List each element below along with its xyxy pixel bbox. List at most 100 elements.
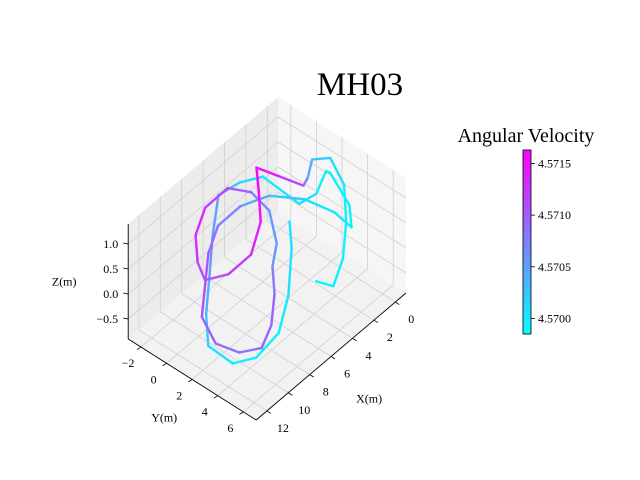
trajectory-segment — [203, 186, 229, 209]
axis-lines — [123, 223, 407, 421]
x-tick — [309, 374, 314, 378]
trajectory-segment — [329, 156, 346, 186]
trajectory-segment — [239, 194, 271, 208]
trajectory-segment — [231, 356, 258, 365]
trajectory-segment — [194, 234, 199, 264]
grid-y-floor — [140, 219, 292, 348]
tick-labels: 0 2 4 6 8 10 12 −2 0 2 4 6 −0.5 0.0 0.5 1.0 — [96, 237, 414, 435]
z-tick-label: 1.0 — [103, 237, 118, 251]
trajectory-segment — [200, 315, 217, 345]
trajectory-segment — [204, 312, 210, 348]
colorbar — [522, 149, 532, 335]
grid-z-wall1 — [127, 141, 279, 270]
trajectory-line — [194, 156, 353, 365]
z-tick — [123, 267, 129, 270]
x-tick-label: 4 — [366, 348, 372, 362]
y-axis-line — [127, 338, 257, 421]
trajectory-segment — [255, 166, 260, 191]
trajectory-segment — [306, 158, 314, 179]
trajectory-segment — [268, 194, 306, 201]
trajectory-segment — [302, 176, 309, 187]
trajectory-segment — [333, 211, 353, 229]
colorbar-title: Angular Velocity — [458, 125, 595, 147]
x-tick-label: 0 — [408, 312, 414, 326]
trajectory-segment — [226, 186, 253, 194]
trajectory-segment — [194, 206, 207, 237]
trajectory-segment — [261, 175, 283, 192]
z-tick-label: 0.5 — [103, 262, 118, 276]
trajectory-segment — [257, 188, 262, 224]
z-tick-label: −0.5 — [96, 312, 118, 326]
x-tick — [330, 356, 336, 360]
trajectory-segment — [227, 253, 253, 276]
grid-y-floor — [243, 284, 394, 413]
y-tick-label: 6 — [227, 421, 233, 435]
colorbar-ticks: 4.5700 4.5705 4.5710 4.5715 — [531, 156, 571, 325]
trajectory-segment — [200, 283, 207, 319]
colorbar-tick-label: 4.5700 — [538, 311, 571, 325]
grid-z-wall2 — [277, 166, 407, 249]
x-tick — [395, 301, 400, 305]
z-tick — [123, 317, 129, 320]
z-tick — [123, 242, 129, 245]
trajectory-segment — [303, 198, 336, 214]
colorbar-tick-label: 4.5715 — [538, 156, 571, 170]
trajectory-segment — [216, 205, 242, 227]
trajectory-segment — [332, 257, 345, 288]
y-tick — [239, 411, 244, 415]
trajectory-segment — [310, 156, 332, 161]
trajectory-segment — [329, 171, 351, 207]
grid-z-wall1 — [127, 191, 279, 320]
x-tick-label: 8 — [323, 385, 329, 399]
x-tick — [288, 392, 293, 396]
trajectory-segment — [315, 169, 328, 195]
grid-z-wall1 — [127, 116, 279, 245]
z-axis-label: Z(m) — [52, 274, 77, 288]
trajectory-segment — [271, 265, 276, 295]
y-tick-label: 2 — [176, 388, 182, 402]
trajectory-segment — [255, 166, 282, 178]
trajectory-segment — [270, 292, 276, 327]
trajectory-segment — [196, 261, 207, 282]
trajectory-segment — [260, 324, 273, 350]
y-tick — [136, 346, 142, 350]
trajectory-segment — [268, 209, 278, 245]
trajectory-segment — [315, 280, 335, 288]
x-tick-label: 6 — [344, 366, 350, 380]
trajectory-segment — [237, 346, 263, 354]
x-tick — [266, 410, 272, 414]
trajectory-segment — [288, 220, 293, 250]
trajectory-segment — [207, 224, 220, 255]
grid-z-wall2 — [277, 116, 407, 199]
x-tick-label: 2 — [387, 330, 393, 344]
grid-z-wall1 — [127, 166, 279, 295]
y-tick-label: 4 — [202, 405, 208, 419]
z-tick — [123, 292, 129, 295]
trajectory-segment — [298, 192, 318, 205]
x-tick — [352, 338, 357, 342]
y-tick-label: −2 — [122, 356, 135, 370]
trajectory-segment — [249, 220, 262, 256]
grid-y-floor — [217, 268, 368, 396]
z-tick-label: 0.0 — [103, 287, 118, 301]
trajectory-segment — [348, 203, 353, 229]
trajectory-segment — [277, 294, 290, 335]
y-axis-label: Y(m) — [151, 410, 177, 424]
x-tick — [373, 319, 379, 324]
trajectory-segment — [211, 194, 220, 237]
x-axis-label: X(m) — [356, 391, 382, 405]
trajectory-segment — [287, 247, 293, 297]
trajectory-segment — [342, 183, 348, 224]
colorbar-tick-label: 4.5710 — [538, 208, 571, 222]
trajectory-segment — [204, 275, 211, 315]
grid-y-floor — [191, 252, 343, 380]
trajectory-segment — [207, 344, 235, 365]
trajectory-segment — [341, 220, 348, 260]
x-tick-label: 12 — [277, 421, 289, 435]
y-tick-label: 0 — [151, 372, 157, 386]
trajectory-segment — [271, 242, 278, 268]
x-tick-label: 10 — [298, 403, 310, 417]
trajectory-segment — [255, 331, 280, 359]
y-tick — [187, 379, 193, 383]
